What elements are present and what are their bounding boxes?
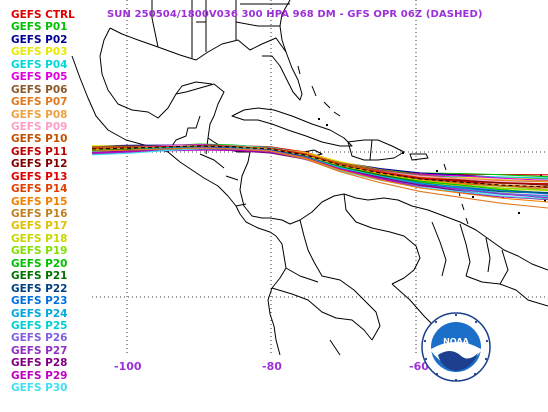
legend-item: GEFS P10: [11, 133, 68, 146]
legend-item: GEFS P02: [11, 33, 68, 46]
member-legend: GEFS CTRL GEFS P01 GEFS P02 GEFS P03 GEFS P0…: [11, 9, 75, 395]
legend-item: GEFS P09: [11, 120, 68, 133]
legend-item: GEFS P04: [11, 58, 68, 71]
legend-item: GEFS P03: [11, 46, 68, 59]
legend-item: GEFS P18: [11, 232, 68, 245]
gfs-opr-dashed-line: [91, 145, 548, 188]
legend-item: GEFS P01: [11, 21, 68, 34]
legend-item: GEFS P28: [11, 357, 68, 370]
legend-item: GEFS P12: [11, 158, 68, 171]
legend-item: GEFS P30: [11, 382, 68, 395]
noaa-logo-icon: NOAA: [421, 312, 491, 382]
legend-item: GEFS P25: [11, 319, 68, 332]
contour-line-outlier: [91, 147, 548, 209]
legend-item: GEFS P27: [11, 344, 68, 357]
legend-item: GEFS P21: [11, 270, 68, 283]
legend-item: GEFS P23: [11, 295, 68, 308]
legend-item: GEFS P19: [11, 245, 68, 258]
legend-item: GEFS P17: [11, 220, 68, 233]
lon-label-60w: -60: [409, 360, 429, 373]
noaa-logo-text: NOAA: [443, 337, 469, 346]
ensemble-contours: [91, 143, 548, 209]
chart-title: SUN 250504/1800V036 300 HPA 968 DM - GFS…: [107, 9, 483, 20]
legend-item: GEFS P14: [11, 183, 68, 196]
legend-item: GEFS P15: [11, 195, 68, 208]
legend-item: GEFS P07: [11, 96, 68, 109]
legend-item: GEFS P29: [11, 369, 68, 382]
legend-item: GEFS P13: [11, 170, 68, 183]
legend-item: GEFS P24: [11, 307, 68, 320]
legend-item: GEFS P08: [11, 108, 68, 121]
legend-item: GEFS P26: [11, 332, 68, 345]
legend-item: GEFS P11: [11, 145, 68, 158]
legend-item: GEFS P22: [11, 282, 68, 295]
legend-item: GEFS P20: [11, 257, 68, 270]
legend-item: GEFS P06: [11, 83, 68, 96]
lon-label-100w: -100: [114, 360, 142, 373]
legend-item: GEFS P16: [11, 208, 68, 220]
legend-item: GEFS P05: [11, 71, 68, 84]
lon-label-80w: -80: [262, 360, 282, 373]
legend-item: GEFS CTRL: [11, 9, 75, 21]
